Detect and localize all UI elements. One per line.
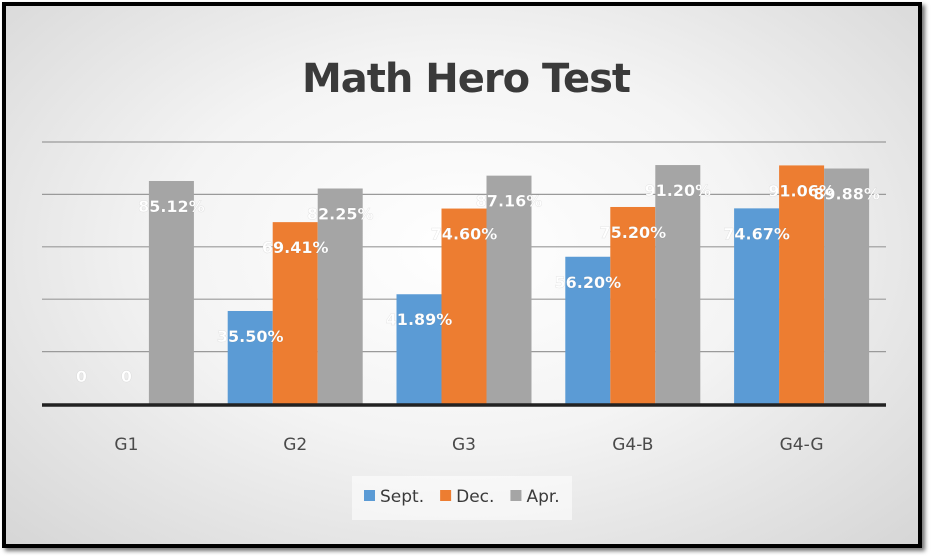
chart-title: Math Hero Test	[302, 56, 631, 102]
data-label: 91.06%	[768, 181, 835, 200]
data-label: 91.20%	[644, 181, 711, 200]
bar-apr-g2	[317, 188, 363, 404]
bar-sept-g2	[227, 310, 273, 404]
bar-apr-g3	[486, 175, 532, 404]
legend-label: Sept.	[380, 487, 424, 507]
x-tick-label: G2	[283, 435, 307, 455]
bar-apr-g1	[148, 180, 194, 404]
data-label: 0	[76, 367, 87, 386]
bar-sept-g3	[396, 294, 442, 404]
data-label: 35.50%	[217, 327, 284, 346]
bar-apr-g4-b	[655, 165, 701, 404]
x-tick-label: G1	[114, 435, 138, 455]
bar-dec-g2	[272, 222, 318, 404]
bar-dec-g3	[441, 208, 487, 404]
data-label: 41.89%	[386, 310, 453, 329]
legend-label: Apr.	[526, 487, 559, 507]
bar-dec-g4-g	[779, 165, 825, 404]
data-label: 89.88%	[813, 185, 880, 204]
data-label: 85.12%	[138, 197, 205, 216]
x-tick-label: G3	[452, 435, 476, 455]
data-label: 82.25%	[307, 205, 374, 224]
legend-item-apr: Apr.	[510, 487, 560, 507]
data-label: 74.67%	[723, 224, 790, 243]
legend-item-dec: Dec.	[440, 487, 494, 507]
legend-label: Dec.	[456, 487, 494, 507]
legend-item-sept: Sept.	[364, 487, 424, 507]
data-label: 75.20%	[599, 223, 666, 242]
legend-box	[352, 476, 572, 520]
bar-chart: Math Hero Test G1 G2 G3 G4-B G4-G 0 0 85.12% 35…	[42, 56, 886, 520]
data-label: 69.41%	[262, 238, 329, 257]
data-label: 56.20%	[554, 273, 621, 292]
legend-swatch	[440, 490, 452, 501]
data-labels: 0 0 85.12% 35.50% 69.41% 82.25% 41.89% 74.60% 87…	[76, 181, 881, 386]
data-label: 74.60%	[431, 225, 498, 244]
legend-swatch	[364, 490, 375, 501]
x-tick-label: G4-G	[780, 435, 824, 455]
bar-sept-g4-b	[565, 256, 611, 404]
data-label: 87.16%	[476, 192, 543, 211]
data-label: 0	[121, 367, 132, 386]
x-tick-label: G4-B	[612, 435, 653, 455]
bar-apr-g4-g	[824, 168, 870, 404]
legend: Sept. Dec. Apr.	[352, 476, 572, 520]
bar-sept-g4-g	[734, 208, 780, 404]
x-axis: G1 G2 G3 G4-B G4-G	[42, 403, 886, 455]
bars	[148, 165, 870, 404]
bar-dec-g4-b	[610, 206, 656, 404]
legend-swatch	[510, 490, 522, 501]
chart-frame: Math Hero Test G1 G2 G3 G4-B G4-G 0 0 85.12% 35…	[2, 2, 922, 548]
